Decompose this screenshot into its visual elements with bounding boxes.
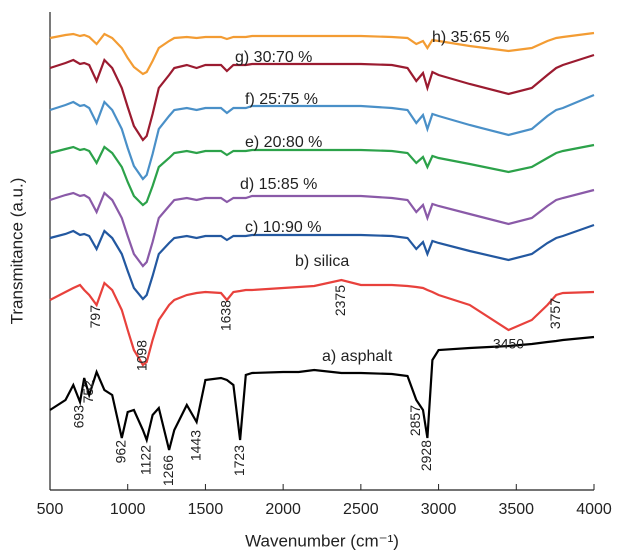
x-tick-label: 500 (37, 501, 64, 518)
spectrum-line (49, 143, 595, 207)
x-tick-label: 3500 (498, 501, 534, 518)
peak-label: 1723 (231, 445, 247, 476)
spectrum-line (49, 93, 595, 181)
peak-label: 797 (87, 305, 103, 329)
series-label: g) 30:70 % (235, 49, 312, 66)
spectrum-line (49, 188, 595, 268)
x-tick-label: 1000 (110, 501, 146, 518)
spectrum-line (49, 31, 595, 76)
x-axis-title: Wavenumber (cm⁻¹) (245, 531, 399, 550)
peak-label: 1122 (137, 445, 153, 475)
y-axis-title: Transmitance (a.u.) (7, 178, 26, 325)
x-tick-label: 4000 (576, 501, 612, 518)
x-tick-label: 2500 (343, 501, 379, 518)
spectrum-line (49, 335, 595, 451)
series-label: b) silica (295, 253, 349, 270)
peak-label: 2857 (407, 405, 423, 436)
peak-label: 752 (80, 380, 96, 404)
peak-label: 1443 (187, 430, 203, 461)
series-label: c) 10:90 % (245, 219, 321, 236)
peak-label: 1638 (218, 300, 234, 331)
spectrum-line (49, 53, 595, 142)
peak-label: 962 (113, 440, 129, 464)
peak-label: 693 (71, 405, 87, 429)
spectrum-line (49, 278, 595, 367)
peak-label: 2375 (332, 285, 348, 316)
x-tick-label: 1500 (188, 501, 224, 518)
peak-label: 1266 (160, 455, 176, 486)
peak-label: 1098 (134, 340, 150, 371)
x-tick-label: 2000 (265, 501, 301, 518)
x-tick-label: 3000 (421, 501, 457, 518)
peak-label: 2928 (418, 440, 434, 471)
peak-label: 3450 (493, 336, 524, 352)
series-label: d) 15:85 % (240, 176, 317, 193)
spectrum-line (49, 223, 595, 301)
peak-label: 3757 (547, 298, 563, 329)
series-label: f) 25:75 % (245, 91, 318, 108)
series-label: h) 35:65 % (432, 29, 509, 46)
series-label: a) asphalt (322, 348, 393, 365)
series-label: e) 20:80 % (245, 134, 322, 151)
